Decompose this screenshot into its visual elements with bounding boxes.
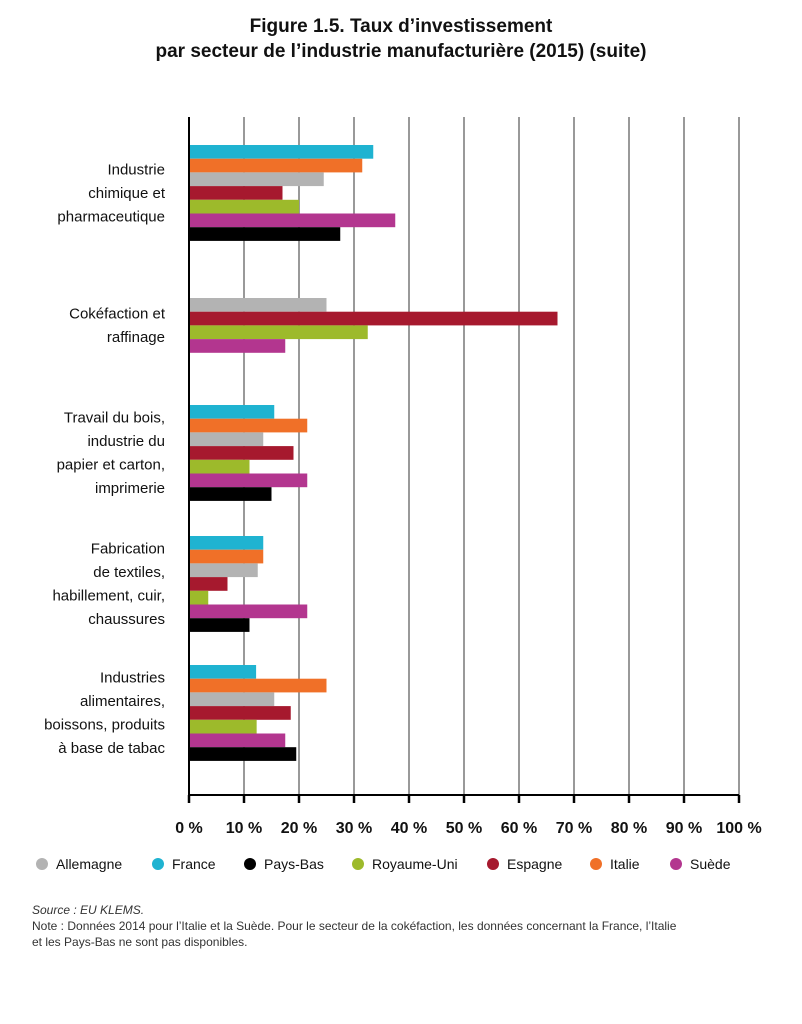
x-tick-label-80: 80 % (611, 820, 647, 837)
category-label-3-line-2: habillement, cuir, (52, 588, 165, 605)
legend-label-italie: Italie (610, 856, 640, 872)
category-label-2-line-2: papier et carton, (57, 457, 165, 474)
x-tick-label-50: 50 % (446, 820, 482, 837)
bar-italie-0 (189, 158, 363, 173)
bar-espagne-0 (189, 186, 283, 200)
category-label-0-line-2: pharmaceutique (57, 208, 165, 225)
bar-espagne-3 (189, 577, 228, 591)
bar-italie-2 (189, 418, 308, 433)
bar-royaume-uni-2 (189, 459, 250, 474)
legend-label-suede: Suède (690, 856, 731, 872)
bar-allemagne-2 (189, 432, 264, 447)
bar-royaume-uni-4 (189, 719, 257, 734)
bar-pays-bas-0 (189, 227, 341, 241)
legend-marker-suede (670, 858, 682, 870)
bar-france-0 (189, 145, 374, 159)
x-axis: 0 % 10 % 20 % 30 % 40 % 50 % 60 % 70 % 80 % 90 % 1… (175, 117, 762, 837)
bar-allemagne-3 (189, 563, 258, 578)
category-label-2-line-3: imprimerie (95, 480, 165, 497)
chart-title-line-2: par secteur de l’industrie manufacturièr… (155, 41, 647, 62)
bar-royaume-uni-1 (189, 325, 368, 340)
bar-suede-3 (189, 604, 308, 619)
bar-pays-bas-4 (189, 747, 297, 761)
x-tick-label-0: 0 % (175, 820, 203, 837)
bar-suede-2 (189, 473, 308, 488)
legend-marker-allemagne (36, 858, 48, 870)
bar-pays-bas-3 (189, 618, 250, 632)
note-line-1: Note : Données 2014 pour l’Italie et la … (32, 919, 677, 933)
x-tick-label-100: 100 % (716, 820, 761, 837)
bar-suede-0 (189, 213, 396, 228)
bar-france-2 (189, 405, 275, 419)
legend: Allemagne France Pays-Bas Royaume-Uni Espagn… (36, 856, 731, 872)
bar-royaume-uni-3 (189, 590, 209, 605)
category-label-3-line-0: Fabrication (91, 541, 165, 558)
bar-chart: 0 % 10 % 20 % 30 % 40 % 50 % 60 % 70 % 80 % 90 % 1… (36, 117, 762, 872)
category-label-3-line-1: de textiles, (93, 564, 165, 581)
category-label-4-line-2: boissons, produits (44, 717, 165, 734)
chart-title-line-1: Figure 1.5. Taux d’investissement (249, 16, 553, 37)
legend-label-espagne: Espagne (507, 856, 562, 872)
legend-marker-france (152, 858, 164, 870)
bar-pays-bas-2 (189, 487, 272, 501)
category-label-4-line-0: Industries (100, 670, 165, 687)
x-tick-label-90: 90 % (666, 820, 702, 837)
bar-espagne-1 (189, 311, 558, 326)
bar-france-3 (189, 536, 264, 550)
bar-allemagne-4 (189, 692, 275, 707)
chart-notes: Source : EU KLEMS. Note : Données 2014 p… (32, 902, 782, 950)
legend-marker-royaume-uni (352, 858, 364, 870)
bar-allemagne-0 (189, 172, 324, 187)
category-label-1-line-0: Cokéfaction et (69, 306, 166, 323)
category-label-2-line-1: industrie du (87, 433, 165, 450)
bar-espagne-4 (189, 706, 291, 720)
category-label-0-line-0: Industrie (107, 161, 165, 178)
bar-suede-4 (189, 733, 286, 748)
category-label-1-line-1: raffinage (107, 329, 165, 346)
x-tick-label-60: 60 % (501, 820, 537, 837)
bars (189, 145, 558, 761)
bar-suede-1 (189, 339, 286, 353)
x-tick-label-40: 40 % (391, 820, 427, 837)
legend-label-pays-bas: Pays-Bas (264, 856, 324, 872)
category-labels: Industrie chimique et pharmaceutique Cokéfa… (44, 161, 166, 757)
source-text: Source : EU KLEMS. (32, 903, 145, 917)
legend-label-royaume-uni: Royaume-Uni (372, 856, 458, 872)
x-tick-label-30: 30 % (336, 820, 372, 837)
category-label-0-line-1: chimique et (88, 185, 166, 202)
legend-label-france: France (172, 856, 216, 872)
x-tick-label-20: 20 % (281, 820, 317, 837)
category-label-4-line-3: à base de tabac (58, 740, 165, 757)
category-label-4-line-1: alimentaires, (80, 693, 165, 710)
x-tick-label-10: 10 % (226, 820, 262, 837)
x-tick-label-70: 70 % (556, 820, 592, 837)
bar-italie-4 (189, 678, 327, 693)
legend-marker-pays-bas (244, 858, 256, 870)
bar-france-4 (189, 665, 257, 679)
legend-label-allemagne: Allemagne (56, 856, 122, 872)
note-line-2: et les Pays-Bas ne sont pas disponibles. (32, 935, 248, 949)
chart-title: Figure 1.5. Taux d’investissement par se… (0, 14, 802, 64)
legend-marker-italie (590, 858, 602, 870)
bar-italie-3 (189, 549, 264, 564)
bar-royaume-uni-0 (189, 199, 299, 214)
category-label-3-line-3: chaussures (88, 611, 165, 628)
bar-allemagne-1 (189, 298, 327, 312)
legend-marker-espagne (487, 858, 499, 870)
bar-espagne-2 (189, 446, 294, 460)
category-label-2-line-0: Travail du bois, (64, 410, 165, 427)
